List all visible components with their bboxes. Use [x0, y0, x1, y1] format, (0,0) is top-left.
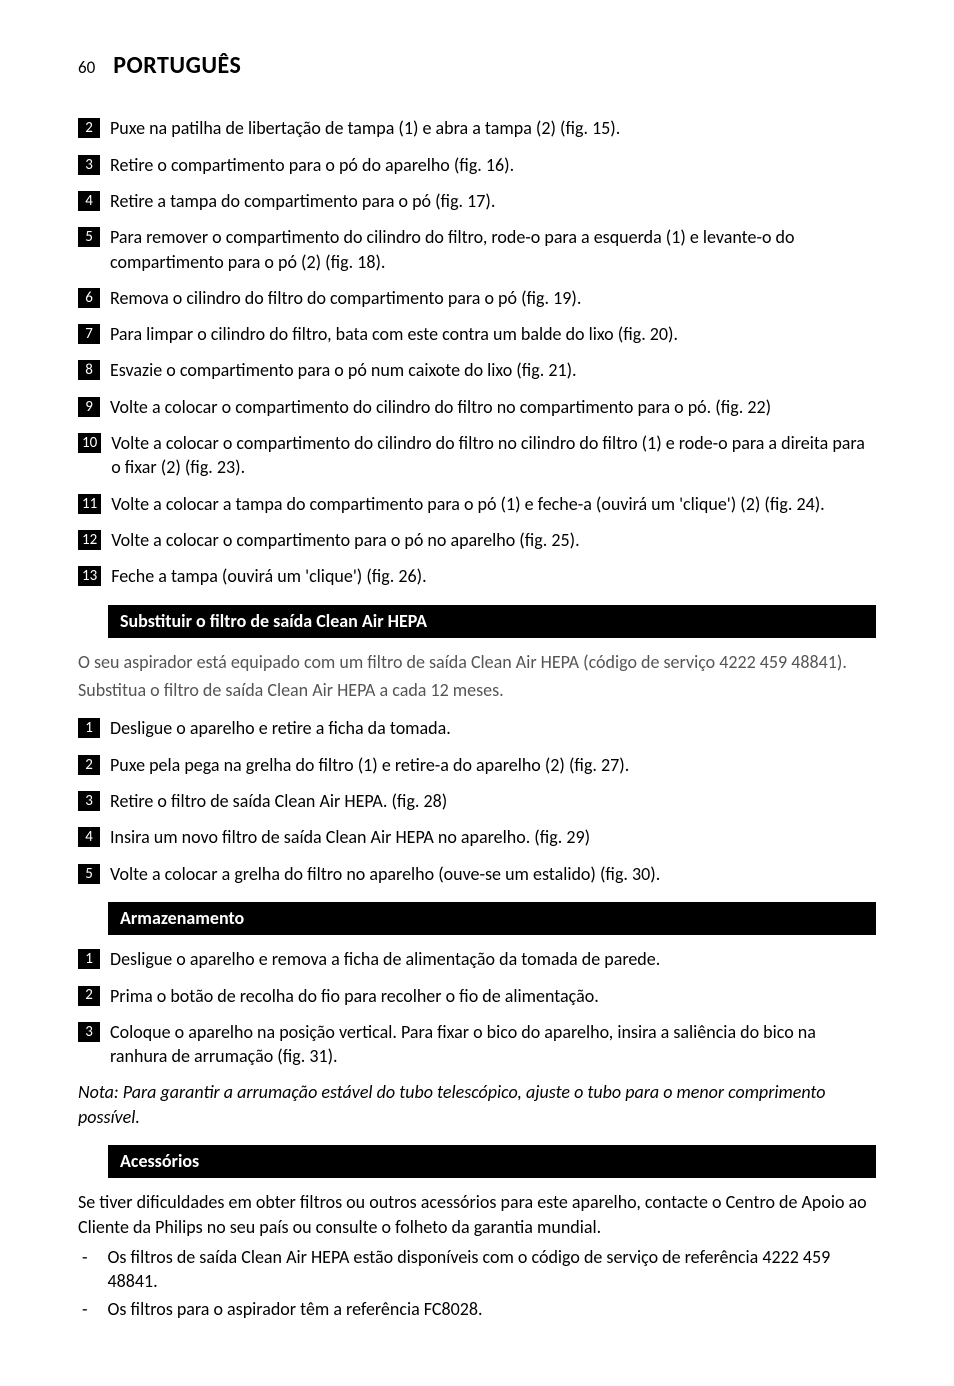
step-text: Para remover o compartimento do cilindro… — [110, 225, 876, 274]
step-number-badge: 10 — [78, 433, 101, 453]
step-text: Retire o compartimento para o pó do apar… — [110, 153, 876, 177]
step-text: Insira um novo filtro de saída Clean Air… — [110, 825, 876, 849]
page-title: PORTUGUÊS — [113, 50, 241, 82]
step-text: Volte a colocar o compartimento para o p… — [111, 528, 876, 552]
step-number-badge: 13 — [78, 566, 101, 586]
step-text: Remova o cilindro do filtro do compartim… — [110, 286, 876, 310]
step-number-badge: 3 — [78, 155, 100, 175]
step-number-badge: 5 — [78, 227, 100, 247]
step-number-badge: 11 — [78, 494, 101, 514]
step-item: 1 Desligue o aparelho e retire a ficha da… — [78, 716, 876, 740]
bullet-item: -Os filtros de saída Clean Air HEPA estã… — [78, 1245, 876, 1294]
step-text: Retire o filtro de saída Clean Air HEPA.… — [110, 789, 876, 813]
page-header: 60 PORTUGUÊS — [78, 50, 876, 82]
hepa-para-1: O seu aspirador está equipado com um fil… — [78, 650, 876, 674]
page-number: 60 — [78, 57, 95, 80]
step-number-badge: 2 — [78, 986, 100, 1006]
bullet-text: Os filtros de saída Clean Air HEPA estão… — [108, 1245, 876, 1294]
step-item: 9 Volte a colocar o compartimento do cili… — [78, 395, 876, 419]
bullet-text: Os filtros para o aspirador têm a referê… — [108, 1297, 483, 1321]
step-item: 2 Puxe na patilha de libertação de tampa … — [78, 116, 876, 140]
step-number-badge: 2 — [78, 118, 100, 138]
step-text: Retire a tampa do compartimento para o p… — [110, 189, 876, 213]
step-item: 2 Puxe pela pega na grelha do filtro (1) … — [78, 753, 876, 777]
step-item: 3 Retire o filtro de saída Clean Air HEPA… — [78, 789, 876, 813]
step-item: 4 Retire a tampa do compartimento para o … — [78, 189, 876, 213]
step-number-badge: 5 — [78, 864, 100, 884]
step-number-badge: 8 — [78, 360, 100, 380]
step-item: 8 Esvazie o compartimento para o pó num c… — [78, 358, 876, 382]
step-item: 3 Retire o compartimento para o pó do apa… — [78, 153, 876, 177]
step-text: Feche a tampa (ouvirá um 'clique') (fig.… — [111, 564, 876, 588]
steps-hepa: 1 Desligue o aparelho e retire a ficha da… — [78, 716, 876, 885]
step-item: 13 Feche a tampa (ouvirá um 'clique') (fi… — [78, 564, 876, 588]
step-item: 3 Coloque o aparelho na posição vertical.… — [78, 1020, 876, 1069]
step-text: Puxe pela pega na grelha do filtro (1) e… — [110, 753, 876, 777]
storage-note: Nota: Para garantir a arrumação estável … — [78, 1080, 876, 1129]
step-item: 5 Volte a colocar a grelha do filtro no a… — [78, 862, 876, 886]
step-item: 4 Insira um novo filtro de saída Clean Ai… — [78, 825, 876, 849]
step-item: 5 Para remover o compartimento do cilindr… — [78, 225, 876, 274]
heading-storage: Armazenamento — [108, 902, 876, 935]
step-item: 1 Desligue o aparelho e remova a ficha de… — [78, 947, 876, 971]
step-text: Prima o botão de recolha do fio para rec… — [110, 984, 876, 1008]
step-item: 12 Volte a colocar o compartimento para o… — [78, 528, 876, 552]
step-text: Para limpar o cilindro do filtro, bata c… — [110, 322, 876, 346]
step-item: 6 Remova o cilindro do filtro do comparti… — [78, 286, 876, 310]
accessories-bullets: -Os filtros de saída Clean Air HEPA estã… — [78, 1245, 876, 1322]
step-item: 7 Para limpar o cilindro do filtro, bata … — [78, 322, 876, 346]
step-text: Esvazie o compartimento para o pó num ca… — [110, 358, 876, 382]
step-item: 10 Volte a colocar o compartimento do cil… — [78, 431, 876, 480]
step-number-badge: 7 — [78, 324, 100, 344]
step-number-badge: 1 — [78, 949, 100, 969]
heading-hepa: Substituir o filtro de saída Clean Air H… — [108, 605, 876, 638]
step-text: Coloque o aparelho na posição vertical. … — [110, 1020, 876, 1069]
step-number-badge: 6 — [78, 288, 100, 308]
heading-accessories: Acessórios — [108, 1145, 876, 1178]
step-number-badge: 4 — [78, 827, 100, 847]
step-text: Desligue o aparelho e retire a ficha da … — [110, 716, 876, 740]
accessories-para: Se tiver dificuldades em obter filtros o… — [78, 1190, 876, 1239]
bullet-dash-icon: - — [82, 1297, 88, 1321]
step-item: 2 Prima o botão de recolha do fio para re… — [78, 984, 876, 1008]
hepa-para-2: Substitua o filtro de saída Clean Air HE… — [78, 678, 876, 702]
hepa-intro: O seu aspirador está equipado com um fil… — [78, 650, 876, 703]
step-text: Volte a colocar o compartimento do cilin… — [110, 395, 876, 419]
step-text: Volte a colocar o compartimento do cilin… — [111, 431, 876, 480]
step-item: 11 Volte a colocar a tampa do compartimen… — [78, 492, 876, 516]
step-number-badge: 1 — [78, 718, 100, 738]
step-text: Puxe na patilha de libertação de tampa (… — [110, 116, 876, 140]
step-number-badge: 9 — [78, 397, 100, 417]
bullet-dash-icon: - — [82, 1245, 88, 1294]
step-number-badge: 12 — [78, 530, 101, 550]
step-number-badge: 2 — [78, 755, 100, 775]
steps-storage: 1 Desligue o aparelho e remova a ficha de… — [78, 947, 876, 1068]
step-text: Volte a colocar a tampa do compartimento… — [111, 492, 876, 516]
bullet-item: -Os filtros para o aspirador têm a refer… — [78, 1297, 876, 1321]
step-number-badge: 3 — [78, 791, 100, 811]
step-text: Volte a colocar a grelha do filtro no ap… — [110, 862, 876, 886]
step-number-badge: 3 — [78, 1022, 100, 1042]
step-text: Desligue o aparelho e remova a ficha de … — [110, 947, 876, 971]
steps-continuation: 2 Puxe na patilha de libertação de tampa … — [78, 116, 876, 588]
step-number-badge: 4 — [78, 191, 100, 211]
